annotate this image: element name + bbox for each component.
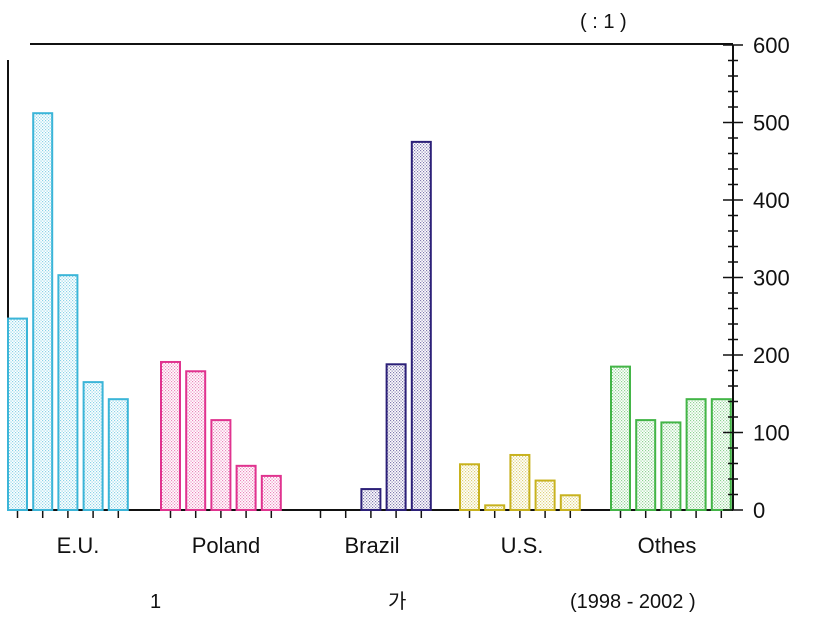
y-tick-label: 100 — [753, 421, 790, 446]
bar-eu-3 — [57, 274, 79, 511]
category-label: Poland — [192, 533, 261, 558]
bar-others-5 — [710, 398, 732, 511]
footer-middle: 가 — [388, 590, 406, 613]
y-tick-label: 300 — [753, 266, 790, 291]
bars — [7, 112, 732, 512]
bar-us-2 — [484, 504, 506, 512]
category-label: Brazil — [344, 533, 399, 558]
bar-others-4 — [685, 398, 707, 511]
y-axis-ticks: 0 100 200 300 400 500 600 — [723, 33, 790, 523]
bar-eu-4 — [82, 381, 104, 511]
bar-poland-5 — [260, 474, 282, 511]
bar-poland-3 — [210, 419, 232, 512]
category-label: E.U. — [57, 533, 100, 558]
bar-us-5 — [559, 494, 581, 511]
bar-us-4 — [534, 479, 556, 511]
footer-left: 1 — [150, 591, 161, 613]
bar-brazil-5 — [410, 140, 432, 511]
category-label: U.S. — [501, 533, 544, 558]
bar-eu-1 — [7, 317, 28, 512]
bar-eu-5 — [107, 398, 129, 511]
y-tick-label: 600 — [753, 33, 790, 58]
bar-poland-2 — [185, 370, 207, 511]
bar-poland-1 — [160, 360, 181, 511]
category-label: Othes — [638, 533, 697, 558]
bar-others-3 — [660, 421, 682, 511]
y-tick-label: 200 — [753, 343, 790, 368]
bar-us-3 — [509, 453, 531, 512]
x-axis-categories: E.U. Poland Brazil U.S. Othes — [57, 533, 697, 558]
footer-right: (1998 - 2002 ) — [570, 591, 696, 613]
bar-us-1 — [459, 463, 480, 511]
unit-note: ( : 1 ) — [580, 11, 627, 33]
bar-eu-2 — [32, 112, 54, 511]
y-tick-label: 0 — [753, 498, 765, 523]
bar-poland-4 — [235, 464, 257, 512]
y-tick-label: 400 — [753, 188, 790, 213]
bar-others-2 — [635, 419, 657, 512]
y-tick-label: 500 — [753, 111, 790, 136]
bar-brazil-3 — [360, 488, 382, 512]
bar-others-1 — [610, 365, 631, 511]
bar-brazil-4 — [385, 363, 407, 511]
